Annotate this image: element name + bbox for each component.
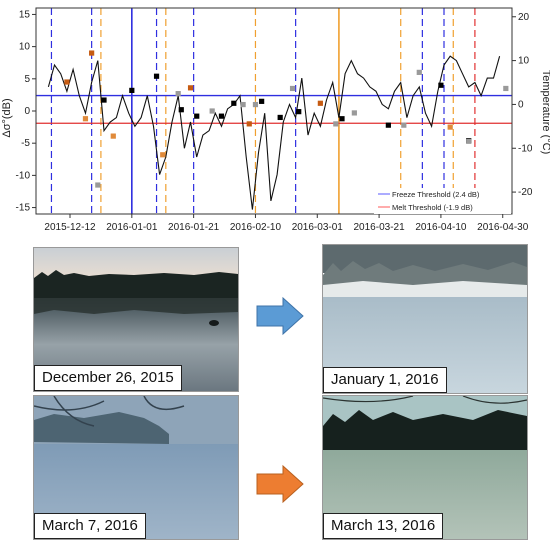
freeze-transition-arrow <box>256 296 304 336</box>
x-axis: 2015-12-12 2016-01-01 2016-01-21 2016-02-10… <box>44 214 529 233</box>
backscatter-point <box>95 182 101 188</box>
y-axis-right: -20 -10 0 10 20 <box>512 12 533 198</box>
x-tick-label: 2015-12-12 <box>44 222 96 233</box>
y-left-tick-label: 15 <box>19 9 31 20</box>
x-tick-label: 2016-04-30 <box>477 222 529 233</box>
backscatter-point <box>259 98 265 104</box>
photo-caption: March 13, 2016 <box>323 513 444 539</box>
legend-melt-label: Melt Threshold (-1.9 dB) <box>392 203 473 212</box>
photo-mar-7-2016: March 7, 2016 <box>33 395 239 540</box>
x-tick-label: 2016-04-10 <box>415 222 467 233</box>
backscatter-point <box>160 152 166 158</box>
y-right-tick-label: -20 <box>518 187 533 198</box>
backscatter-point <box>252 101 259 108</box>
backscatter-point <box>129 87 135 93</box>
backscatter-point <box>246 121 252 127</box>
photo-dec-26-2015: December 26, 2015 <box>33 247 239 392</box>
y-left-tick-label: 10 <box>19 42 31 53</box>
backscatter-point <box>296 109 302 115</box>
event-lines <box>50 8 476 214</box>
backscatter-point <box>153 73 160 79</box>
x-tick-label: 2016-01-01 <box>106 222 158 233</box>
y-left-tick-label: -5 <box>21 138 30 149</box>
backscatter-point <box>466 138 472 144</box>
plot-frame <box>35 7 513 215</box>
backscatter-point <box>503 85 509 92</box>
photo-caption: December 26, 2015 <box>34 365 182 391</box>
lake-ice-snow-image <box>323 245 527 393</box>
x-tick-label: 2016-02-10 <box>230 222 282 233</box>
backscatter-point <box>231 100 237 106</box>
legend-box <box>374 188 511 214</box>
backscatter-point <box>447 124 453 130</box>
y-left-tick-label: 5 <box>24 74 30 85</box>
backscatter-point <box>110 133 116 139</box>
backscatter-point <box>187 85 194 91</box>
y-left-tick-label: -15 <box>16 203 31 214</box>
backscatter-point <box>351 110 357 116</box>
y-right-tick-label: 10 <box>518 56 530 67</box>
backscatter-point <box>64 79 70 85</box>
x-tick-label: 2016-03-21 <box>354 222 406 233</box>
backscatter-point <box>385 122 391 128</box>
temperature-series <box>47 55 501 210</box>
y-axis-right-label: Temperature (°C) <box>540 70 550 154</box>
backscatter-points <box>64 50 509 188</box>
photo-caption: January 1, 2016 <box>323 367 447 393</box>
backscatter-point <box>333 121 339 127</box>
legend-freeze-label: Freeze Threshold (2.4 dB) <box>392 190 480 199</box>
backscatter-point <box>317 100 323 106</box>
backscatter-point <box>277 114 283 121</box>
backscatter-point <box>218 113 225 119</box>
y-axis-left-label: Δσ°(dB) <box>1 98 13 137</box>
backscatter-point <box>289 85 296 92</box>
backscatter-point <box>416 69 422 75</box>
threshold-lines <box>36 94 512 124</box>
y-axis-left: -15 -10 -5 0 5 10 15 <box>16 9 36 214</box>
backscatter-point <box>438 82 444 88</box>
backscatter-point <box>89 50 95 56</box>
temperature-line <box>47 55 501 210</box>
backscatter-point <box>178 107 184 113</box>
y-right-tick-label: 0 <box>518 99 524 110</box>
y-right-tick-label: -10 <box>518 143 533 154</box>
photo-caption: March 7, 2016 <box>34 513 146 539</box>
x-tick-label: 2016-01-21 <box>168 222 220 233</box>
backscatter-point <box>175 91 181 97</box>
legend: Freeze Threshold (2.4 dB) Melt Threshold… <box>374 188 511 214</box>
backscatter-temperature-chart: -15 -10 -5 0 5 10 15 -20 -10 0 10 20 2015-12-12 201… <box>0 0 550 245</box>
backscatter-point <box>101 97 107 103</box>
y-left-tick-label: 0 <box>24 106 30 117</box>
backscatter-point <box>240 101 246 108</box>
backscatter-point <box>339 116 345 122</box>
backscatter-point <box>209 108 215 114</box>
melt-transition-arrow <box>256 464 304 504</box>
photo-mar-13-2016: March 13, 2016 <box>322 395 528 540</box>
backscatter-point <box>401 122 407 128</box>
backscatter-point <box>194 113 200 119</box>
backscatter-point <box>82 116 89 122</box>
x-tick-label: 2016-03-01 <box>292 222 344 233</box>
y-right-tick-label: 20 <box>518 12 530 23</box>
photo-jan-1-2016: January 1, 2016 <box>322 244 528 394</box>
y-left-tick-label: -10 <box>16 170 31 181</box>
